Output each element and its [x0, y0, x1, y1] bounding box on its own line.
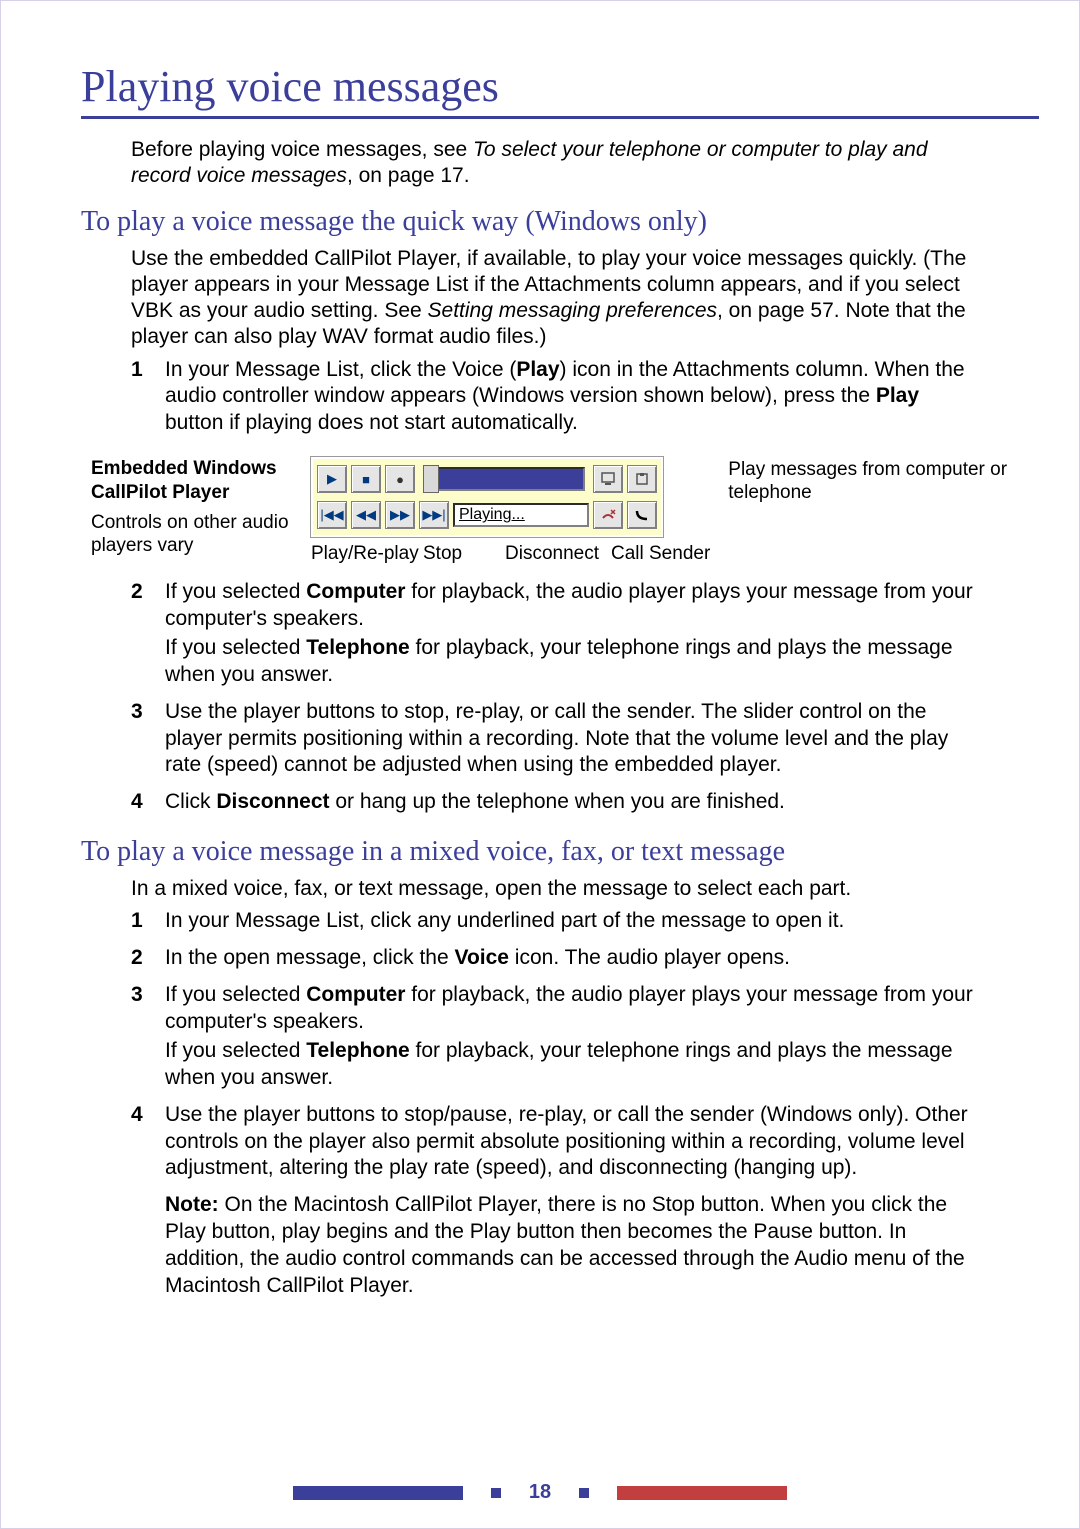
- step-2-3: 3 If you selected Computer for playback,…: [131, 982, 979, 1094]
- t: In your Message List, click the Voice (: [165, 358, 516, 381]
- t: Telephone: [306, 1039, 409, 1062]
- steps-list-1: 1 In your Message List, click the Voice …: [131, 357, 979, 440]
- steps-list-2: 1 In your Message List, click any underl…: [131, 908, 979, 1184]
- step-number: 4: [131, 789, 165, 818]
- t: or hang up the telephone when you are fi…: [330, 790, 785, 813]
- step-1-3: 3 Use the player buttons to stop, re-pla…: [131, 699, 979, 782]
- t: Voice: [455, 946, 509, 969]
- footer-square-icon: [491, 1488, 501, 1498]
- label-play-replay: Play/Re-play: [311, 543, 423, 565]
- t: Click: [165, 790, 216, 813]
- step-number: 3: [131, 982, 165, 1094]
- controls-vary-label: Controls on other audio players vary: [91, 511, 301, 559]
- note-text: On the Macintosh CallPilot Player, there…: [165, 1193, 965, 1297]
- subheading-mixed: To play a voice message in a mixed voice…: [81, 836, 1039, 868]
- sub1-para-ital: Setting messaging preferences: [428, 299, 718, 322]
- right-label: Play messages from computer or telephone: [728, 457, 1039, 505]
- play-button[interactable]: ▶: [317, 465, 347, 493]
- step-1-4: 4 Click Disconnect or hang up the teleph…: [131, 789, 979, 818]
- t: If you selected: [165, 580, 306, 603]
- step-number: 4: [131, 1102, 165, 1185]
- telephone-mode-button[interactable]: [627, 465, 657, 493]
- step-number: 1: [131, 908, 165, 937]
- note-label: Note:: [165, 1193, 219, 1216]
- intro-paragraph: Before playing voice messages, see To se…: [131, 137, 979, 190]
- embedded-player-label: Embedded Windows CallPilot Player: [91, 457, 301, 505]
- player-left-labels: Embedded Windows CallPilot Player Contro…: [91, 457, 301, 558]
- subheading-quick-way: To play a voice message the quick way (W…: [81, 206, 1039, 238]
- skip-start-button[interactable]: |◀◀: [317, 501, 347, 529]
- step-1-2: 2 If you selected Computer for playback,…: [131, 579, 979, 691]
- t: Telephone: [306, 636, 409, 659]
- step-2-4: 4 Use the player buttons to stop/pause, …: [131, 1102, 979, 1185]
- step-2-2: 2 In the open message, click the Voice i…: [131, 945, 979, 974]
- t: In your Message List, click any underlin…: [165, 908, 979, 935]
- sub2-paragraph: In a mixed voice, fax, or text message, …: [131, 876, 979, 902]
- intro-post: , on page 17.: [347, 164, 470, 187]
- record-button[interactable]: ●: [385, 465, 415, 493]
- label-stop: Stop: [423, 543, 505, 565]
- step-number: 1: [131, 357, 165, 440]
- t: If you selected: [165, 636, 306, 659]
- sub1-paragraph: Use the embedded CallPilot Player, if av…: [131, 246, 979, 351]
- stop-button[interactable]: ■: [351, 465, 381, 493]
- t: Computer: [306, 580, 405, 603]
- rewind-button[interactable]: ◀◀: [351, 501, 381, 529]
- t: Play: [516, 358, 559, 381]
- fastfwd-button[interactable]: ▶▶: [385, 501, 415, 529]
- intro-pre: Before playing voice messages, see: [131, 138, 473, 161]
- progress-slider[interactable]: [423, 467, 585, 491]
- callpilot-player: ▶ ■ ● |◀◀ ◀◀ ▶▶ ▶▶| Playing...: [311, 457, 663, 537]
- t: icon. The audio player opens.: [509, 946, 790, 969]
- footer-bar-left: [293, 1486, 463, 1500]
- note-paragraph: Note: On the Macintosh CallPilot Player,…: [165, 1192, 979, 1300]
- footer-square-icon: [579, 1488, 589, 1498]
- t: If you selected: [165, 1039, 306, 1062]
- t: Play: [876, 384, 919, 407]
- t: Computer: [306, 983, 405, 1006]
- step-1-1: 1 In your Message List, click the Voice …: [131, 357, 979, 440]
- skip-end-button[interactable]: ▶▶|: [419, 501, 449, 529]
- page-title: Playing voice messages: [81, 61, 1039, 119]
- step-number: 2: [131, 945, 165, 974]
- page-number: 18: [529, 1481, 551, 1504]
- t: If you selected: [165, 983, 306, 1006]
- computer-mode-button[interactable]: [593, 465, 623, 493]
- t: Use the player buttons to stop/pause, re…: [165, 1102, 979, 1183]
- label-call-sender: Call Sender: [611, 543, 710, 565]
- player-under-labels: Play/Re-play Stop Disconnect Call Sender: [311, 543, 710, 565]
- t: In the open message, click the: [165, 946, 455, 969]
- step-2-1: 1 In your Message List, click any underl…: [131, 908, 979, 937]
- disconnect-button[interactable]: [593, 501, 623, 529]
- t: button if playing does not start automat…: [165, 411, 578, 434]
- page-footer: 18: [41, 1481, 1039, 1528]
- label-disconnect: Disconnect: [505, 543, 611, 565]
- t: Use the player buttons to stop, re-play,…: [165, 699, 979, 780]
- step-number: 2: [131, 579, 165, 691]
- t: Disconnect: [216, 790, 329, 813]
- footer-bar-right: [617, 1486, 787, 1500]
- step-number: 3: [131, 699, 165, 782]
- status-text: Playing...: [453, 503, 589, 527]
- steps-list-1b: 2 If you selected Computer for playback,…: [131, 579, 979, 818]
- call-sender-button[interactable]: [627, 501, 657, 529]
